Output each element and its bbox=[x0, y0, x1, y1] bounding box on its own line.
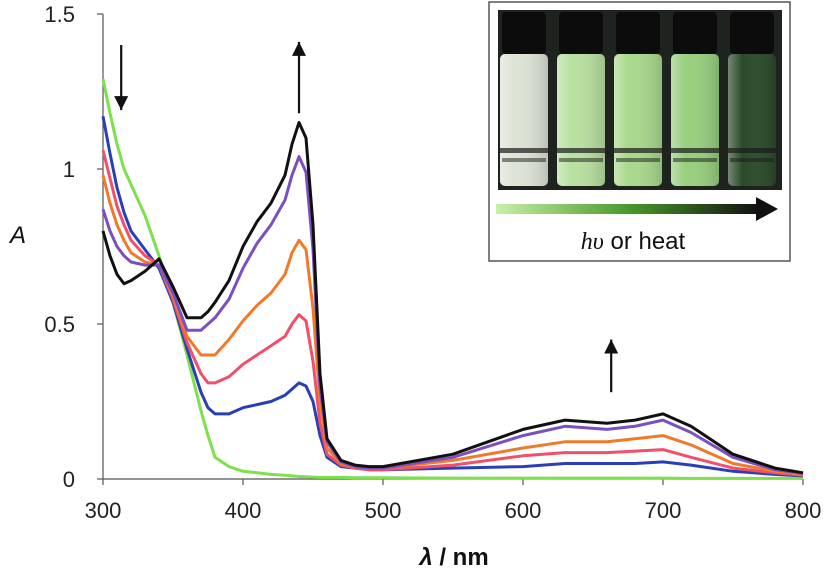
y-tick-label: 0.5 bbox=[44, 312, 75, 337]
vial-cap bbox=[559, 12, 603, 54]
series-line-1 bbox=[101, 78, 803, 480]
y-tick-label: 0 bbox=[63, 467, 75, 492]
x-axis-label-unit: / nm bbox=[433, 544, 489, 571]
vial-cap bbox=[673, 12, 717, 54]
vial-band bbox=[730, 158, 774, 162]
vial-cap bbox=[502, 12, 546, 54]
inset-caption-text: or heat bbox=[604, 228, 686, 255]
x-tick-label: 300 bbox=[85, 498, 122, 523]
vial-4 bbox=[671, 12, 719, 186]
vial-glass-shine bbox=[500, 54, 548, 186]
vial-3 bbox=[614, 12, 662, 186]
x-axis-label-symbol: λ bbox=[417, 544, 432, 571]
vial-band bbox=[728, 148, 776, 153]
y-tick-label: 1 bbox=[63, 157, 75, 182]
vial-band bbox=[671, 148, 719, 153]
x-tick-label: 800 bbox=[785, 498, 822, 523]
vial-band bbox=[559, 158, 603, 162]
vial-glass-shine bbox=[671, 54, 719, 186]
vial-band bbox=[616, 158, 660, 162]
vial-band bbox=[557, 148, 605, 153]
series-line-5 bbox=[101, 155, 804, 475]
gradient-arrow-head bbox=[756, 197, 778, 221]
vial-band bbox=[500, 148, 548, 153]
arrow-up-annotation bbox=[292, 41, 306, 114]
arrow-head bbox=[292, 41, 306, 56]
arrow-up-annotation bbox=[604, 339, 619, 393]
x-tick-label: 600 bbox=[505, 498, 542, 523]
vial-glass-shine bbox=[614, 54, 662, 186]
vial-5 bbox=[728, 12, 776, 186]
vial-1 bbox=[500, 12, 548, 186]
arrow-head bbox=[604, 339, 619, 354]
vial-band bbox=[502, 158, 546, 162]
y-tick-label: 1.5 bbox=[44, 2, 75, 27]
gradient-arrow-bar bbox=[496, 204, 758, 214]
y-axis-label: A bbox=[8, 222, 26, 249]
inset-photo-panel: hυ or heat bbox=[488, 1, 791, 262]
vial-cap bbox=[730, 12, 774, 54]
x-tick-label: 500 bbox=[365, 498, 402, 523]
arrow-down-annotation bbox=[114, 45, 129, 111]
series-layer bbox=[101, 78, 804, 480]
annotation-layer bbox=[114, 41, 619, 393]
vial-cap bbox=[616, 12, 660, 54]
vial-band bbox=[614, 148, 662, 153]
vial-band bbox=[673, 158, 717, 162]
x-tick-label: 400 bbox=[225, 498, 262, 523]
inset-caption-symbol: hυ bbox=[581, 229, 604, 255]
series-line-6 bbox=[101, 121, 804, 475]
arrow-head bbox=[114, 96, 129, 111]
x-axis-label: λ / nm bbox=[417, 544, 488, 571]
vial-row bbox=[500, 12, 776, 186]
vial-glass-shine bbox=[557, 54, 605, 186]
inset-caption: hυ or heat bbox=[581, 228, 686, 255]
axes: 300 400 500 600 700 800 0 0.5 1 1.5 bbox=[44, 2, 821, 523]
vial-2 bbox=[557, 12, 605, 186]
x-tick-label: 700 bbox=[645, 498, 682, 523]
vial-glass-shine bbox=[728, 54, 776, 186]
